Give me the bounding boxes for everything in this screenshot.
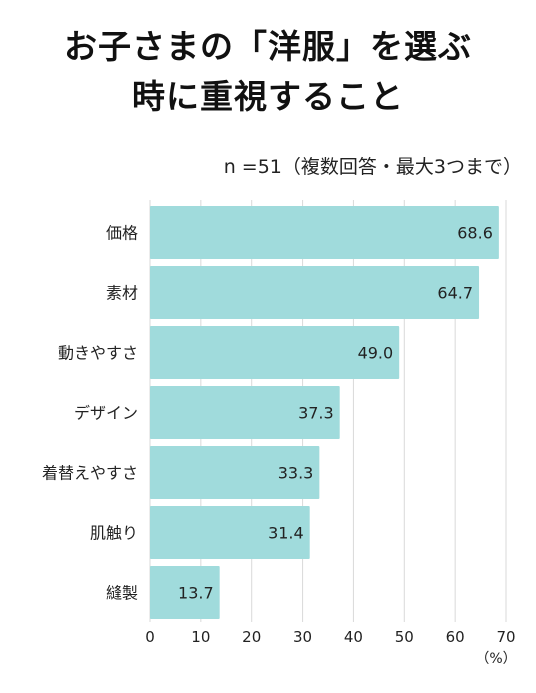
bars: 68.6 64.7 49.0 37.3 33.3 31.4 13.7 [150,206,499,619]
chart-title-line-2: 時に重視すること [132,77,404,116]
category-label: 価格 [106,224,138,243]
chart-title: お子さまの「洋服」を選ぶ 時に重視すること [0,22,536,122]
bar [150,266,480,319]
chart-title-line-1: お子さまの「洋服」を選ぶ [64,27,472,66]
x-tick-label: 10 [191,628,210,646]
bar [150,446,320,499]
bar-value-label: 64.7 [437,284,473,303]
x-tick-label: 60 [446,628,465,646]
category-label: デザイン [74,404,138,423]
x-tick-label: 20 [242,628,261,646]
bar-value-label: 37.3 [298,404,334,423]
category-label: 素材 [106,284,138,303]
x-tick-label: 50 [395,628,414,646]
x-tick-label: 30 [293,628,312,646]
bar-value-label: 13.7 [178,584,214,603]
bar [150,566,220,619]
bar [150,206,499,259]
category-label: 肌触り [90,524,138,543]
x-tick-label: 70 [496,628,515,646]
bar-value-label: 68.6 [457,224,493,243]
category-label: 着替えやすさ [42,464,138,483]
bar [150,326,400,379]
category-label: 縫製 [106,584,138,603]
category-label: 動きやすさ [58,344,138,363]
x-tick-label: 0 [145,628,155,646]
x-axis-ticks: 0 10 20 30 40 50 60 70 [145,628,515,646]
bar-value-label: 33.3 [278,464,314,483]
bar-value-label: 49.0 [358,344,394,363]
x-tick-label: 40 [344,628,363,646]
chart-subtitle: n =51（複数回答・最大3つまで） [223,156,522,178]
bar [150,506,310,559]
bar-value-label: 31.4 [268,524,304,543]
x-axis-unit-label: （%） [475,651,516,667]
bar [150,386,340,439]
